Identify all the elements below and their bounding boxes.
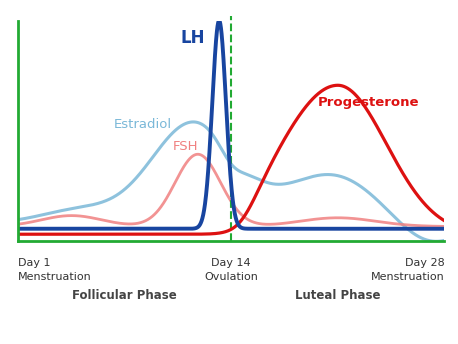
Text: Follicular Phase: Follicular Phase (72, 289, 177, 302)
Text: Progesterone: Progesterone (317, 96, 419, 109)
Text: Day 14: Day 14 (212, 258, 251, 268)
Text: Day 28: Day 28 (404, 258, 444, 268)
Text: Menstruation: Menstruation (371, 272, 444, 282)
Text: LH: LH (181, 30, 206, 47)
Text: Luteal Phase: Luteal Phase (295, 289, 381, 302)
Text: Day 1: Day 1 (18, 258, 51, 268)
Text: Ovulation: Ovulation (204, 272, 258, 282)
Text: Estradiol: Estradiol (114, 118, 172, 131)
Text: Menstruation: Menstruation (18, 272, 92, 282)
Text: FSH: FSH (173, 140, 198, 153)
